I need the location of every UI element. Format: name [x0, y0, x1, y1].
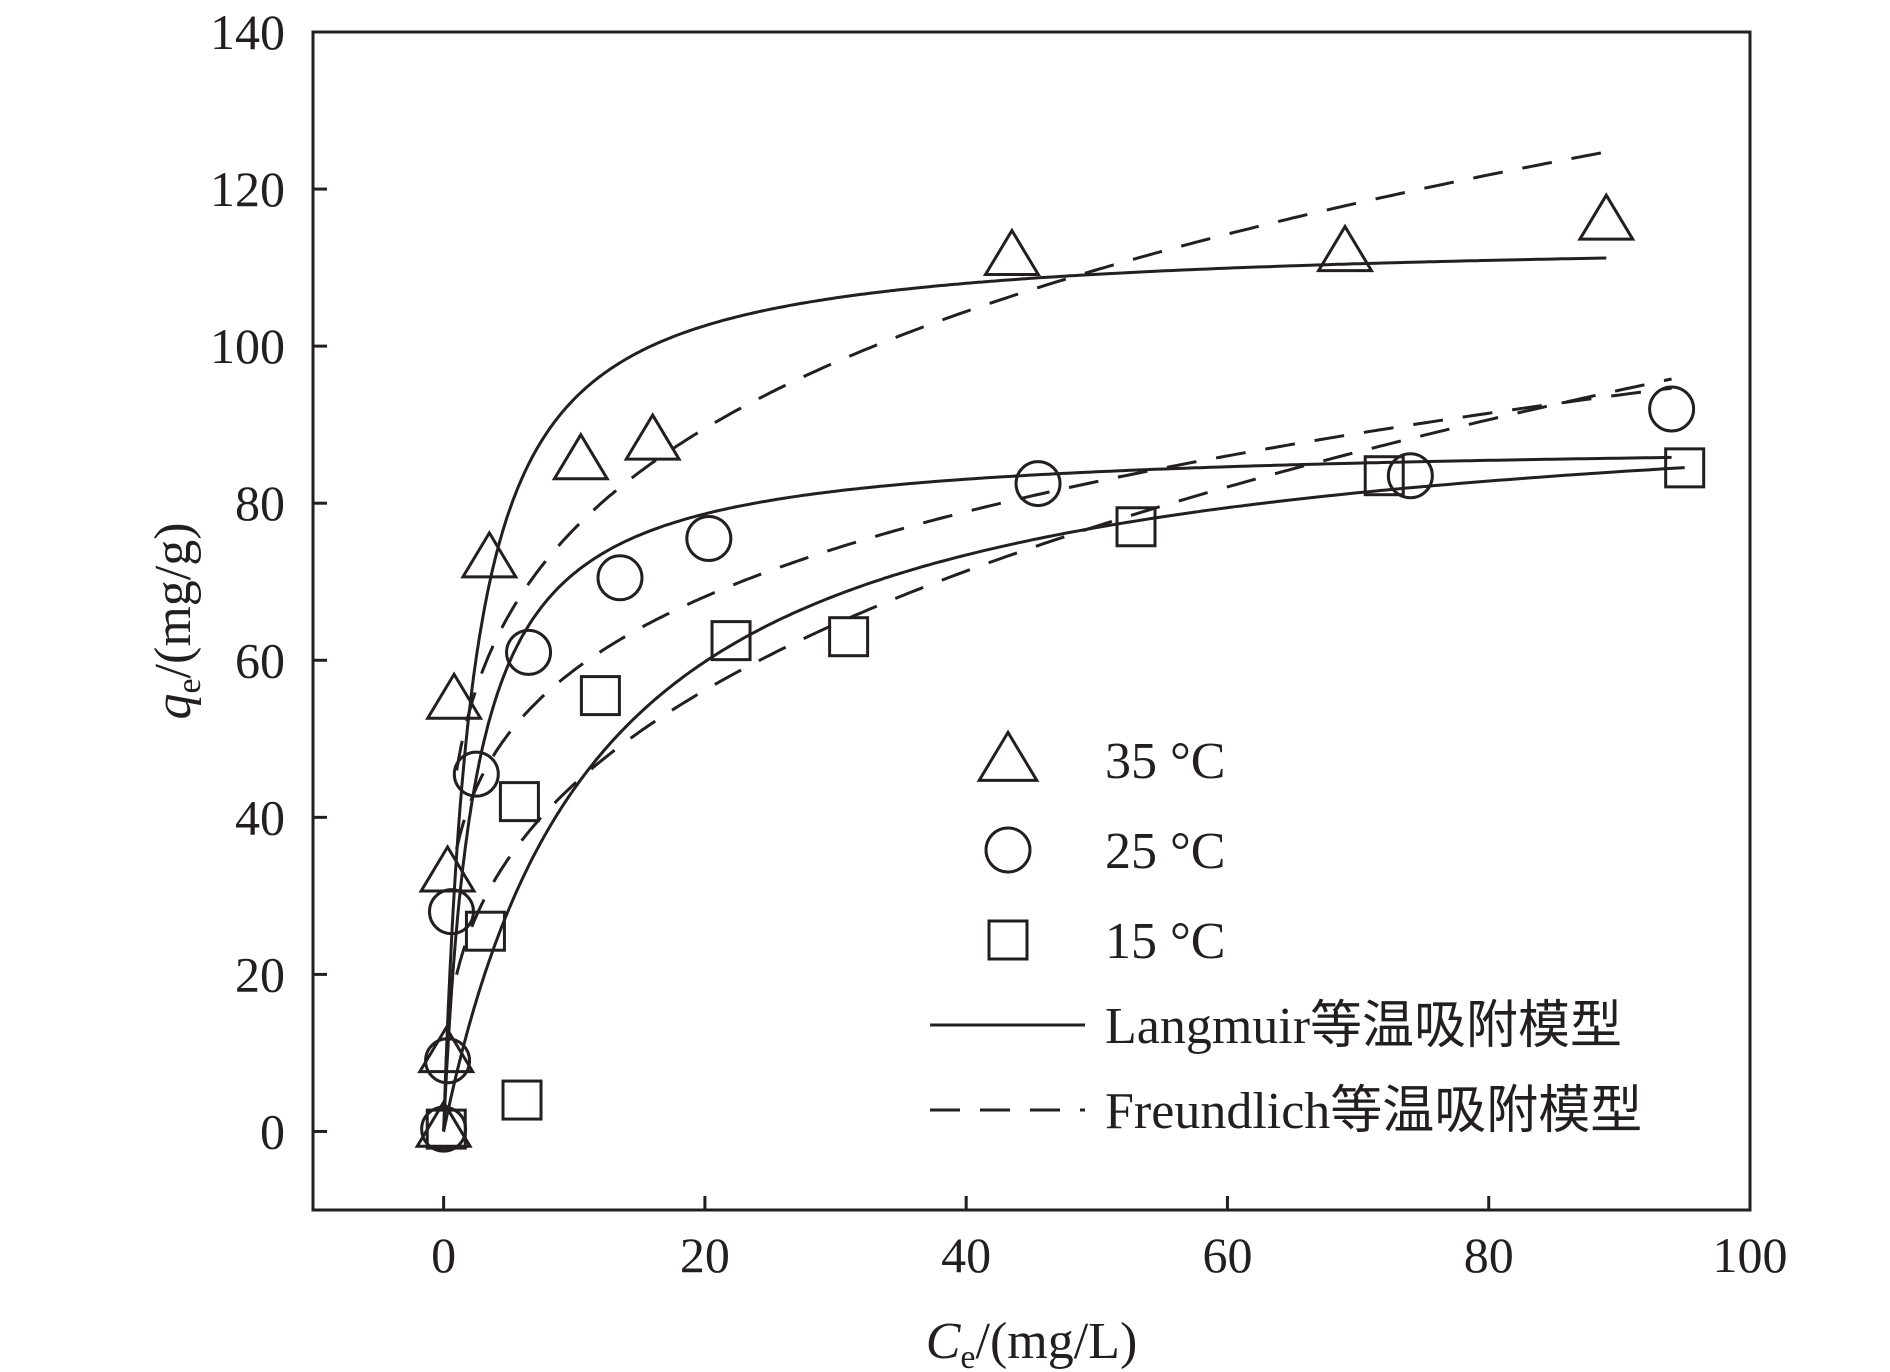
- marker-35c: [460, 529, 519, 579]
- data-markers: [414, 192, 1706, 1153]
- x-axis-label-sub: e: [960, 1339, 975, 1372]
- plot-area: 0 20 40 60 80 100 0 20 40 60 80 100 120 140: [210, 4, 1788, 1283]
- x-tick-label: 100: [1713, 1227, 1788, 1283]
- marker-25c: [1014, 460, 1062, 508]
- marker-25c: [505, 628, 553, 676]
- marker-35c: [551, 431, 610, 481]
- x-axis-label: Ce/(mg/L): [926, 1313, 1138, 1372]
- marker-15c: [464, 910, 506, 952]
- y-tick-label: 40: [235, 789, 285, 845]
- plot-frame: [311, 30, 1752, 1212]
- x-axis-label-main: C: [926, 1313, 962, 1370]
- freundlich-curve: [455, 377, 1672, 976]
- marker-25c: [1386, 452, 1434, 500]
- marker-25c: [1648, 385, 1696, 433]
- marker-15c: [1664, 447, 1706, 489]
- y-axis-label-unit: /(mg/g): [145, 522, 202, 678]
- freundlich-curve: [455, 386, 1672, 850]
- marker-15c: [710, 620, 752, 662]
- legend-label-15c: 15 °C: [1105, 913, 1225, 970]
- y-tick-label: 20: [235, 946, 285, 1002]
- model-curves: [442, 150, 1685, 1133]
- marker-25c: [424, 1037, 472, 1085]
- legend-item-langmuir: Langmuir等温吸附模型: [930, 998, 1622, 1055]
- y-tick-label: 120: [210, 161, 285, 217]
- x-tick-label: 40: [941, 1227, 991, 1283]
- y-tick-label: 100: [210, 318, 285, 374]
- marker-15c: [425, 1108, 467, 1150]
- y-axis-ticks: 0 20 40 60 80 100 120 140: [210, 4, 327, 1159]
- x-axis-ticks: 0 20 40 60 80 100: [431, 1196, 1788, 1283]
- y-tick-label: 140: [210, 4, 285, 60]
- marker-15c: [1363, 455, 1405, 497]
- legend-circle-marker: [984, 826, 1032, 874]
- legend-label-25c: 25 °C: [1105, 823, 1225, 880]
- legend-square-marker: [987, 919, 1029, 961]
- marker-25c: [685, 515, 733, 563]
- marker-15c: [828, 616, 870, 658]
- marker-15c: [498, 781, 540, 823]
- marker-35c: [417, 1024, 476, 1074]
- langmuir-curve: [442, 466, 1685, 1133]
- marker-35c: [1315, 223, 1375, 273]
- y-axis-label-sub: e: [171, 678, 208, 693]
- legend-item-15c: 15 °C: [987, 913, 1225, 970]
- y-tick-label: 80: [235, 475, 285, 531]
- legend-item-freundlich: Freundlich等温吸附模型: [930, 1083, 1642, 1140]
- y-tick-label: 0: [260, 1103, 285, 1159]
- y-axis-label: qe/(mg/g): [145, 522, 208, 719]
- marker-15c: [579, 675, 621, 717]
- legend-item-35c: 35 °C: [976, 729, 1225, 790]
- marker-15c: [501, 1079, 543, 1121]
- x-tick-label: 0: [431, 1227, 456, 1283]
- x-tick-label: 20: [680, 1227, 730, 1283]
- y-axis-label-main: q: [145, 694, 202, 720]
- x-tick-label: 60: [1202, 1227, 1252, 1283]
- marker-25c: [596, 554, 644, 602]
- x-tick-label: 80: [1464, 1227, 1514, 1283]
- marker-35c: [1577, 192, 1636, 241]
- marker-15c: [1115, 506, 1157, 548]
- legend: 35 °C 25 °C 15 °C Langmuir等温吸附模型 Freundl…: [930, 729, 1642, 1140]
- legend-item-25c: 25 °C: [984, 823, 1225, 880]
- langmuir-curve: [442, 256, 1607, 1132]
- legend-triangle-marker: [976, 729, 1040, 782]
- marker-35c: [982, 227, 1041, 277]
- x-axis-label-unit: /(mg/L): [976, 1313, 1138, 1370]
- y-tick-label: 60: [235, 632, 285, 688]
- langmuir-curve: [442, 455, 1672, 1132]
- marker-35c: [425, 671, 484, 720]
- legend-label-35c: 35 °C: [1105, 733, 1225, 790]
- legend-label-freundlich: Freundlich等温吸附模型: [1105, 1083, 1642, 1140]
- marker-35c: [623, 412, 682, 461]
- marker-35c: [414, 1099, 473, 1148]
- legend-label-langmuir: Langmuir等温吸附模型: [1105, 998, 1622, 1055]
- marker-25c: [452, 750, 500, 798]
